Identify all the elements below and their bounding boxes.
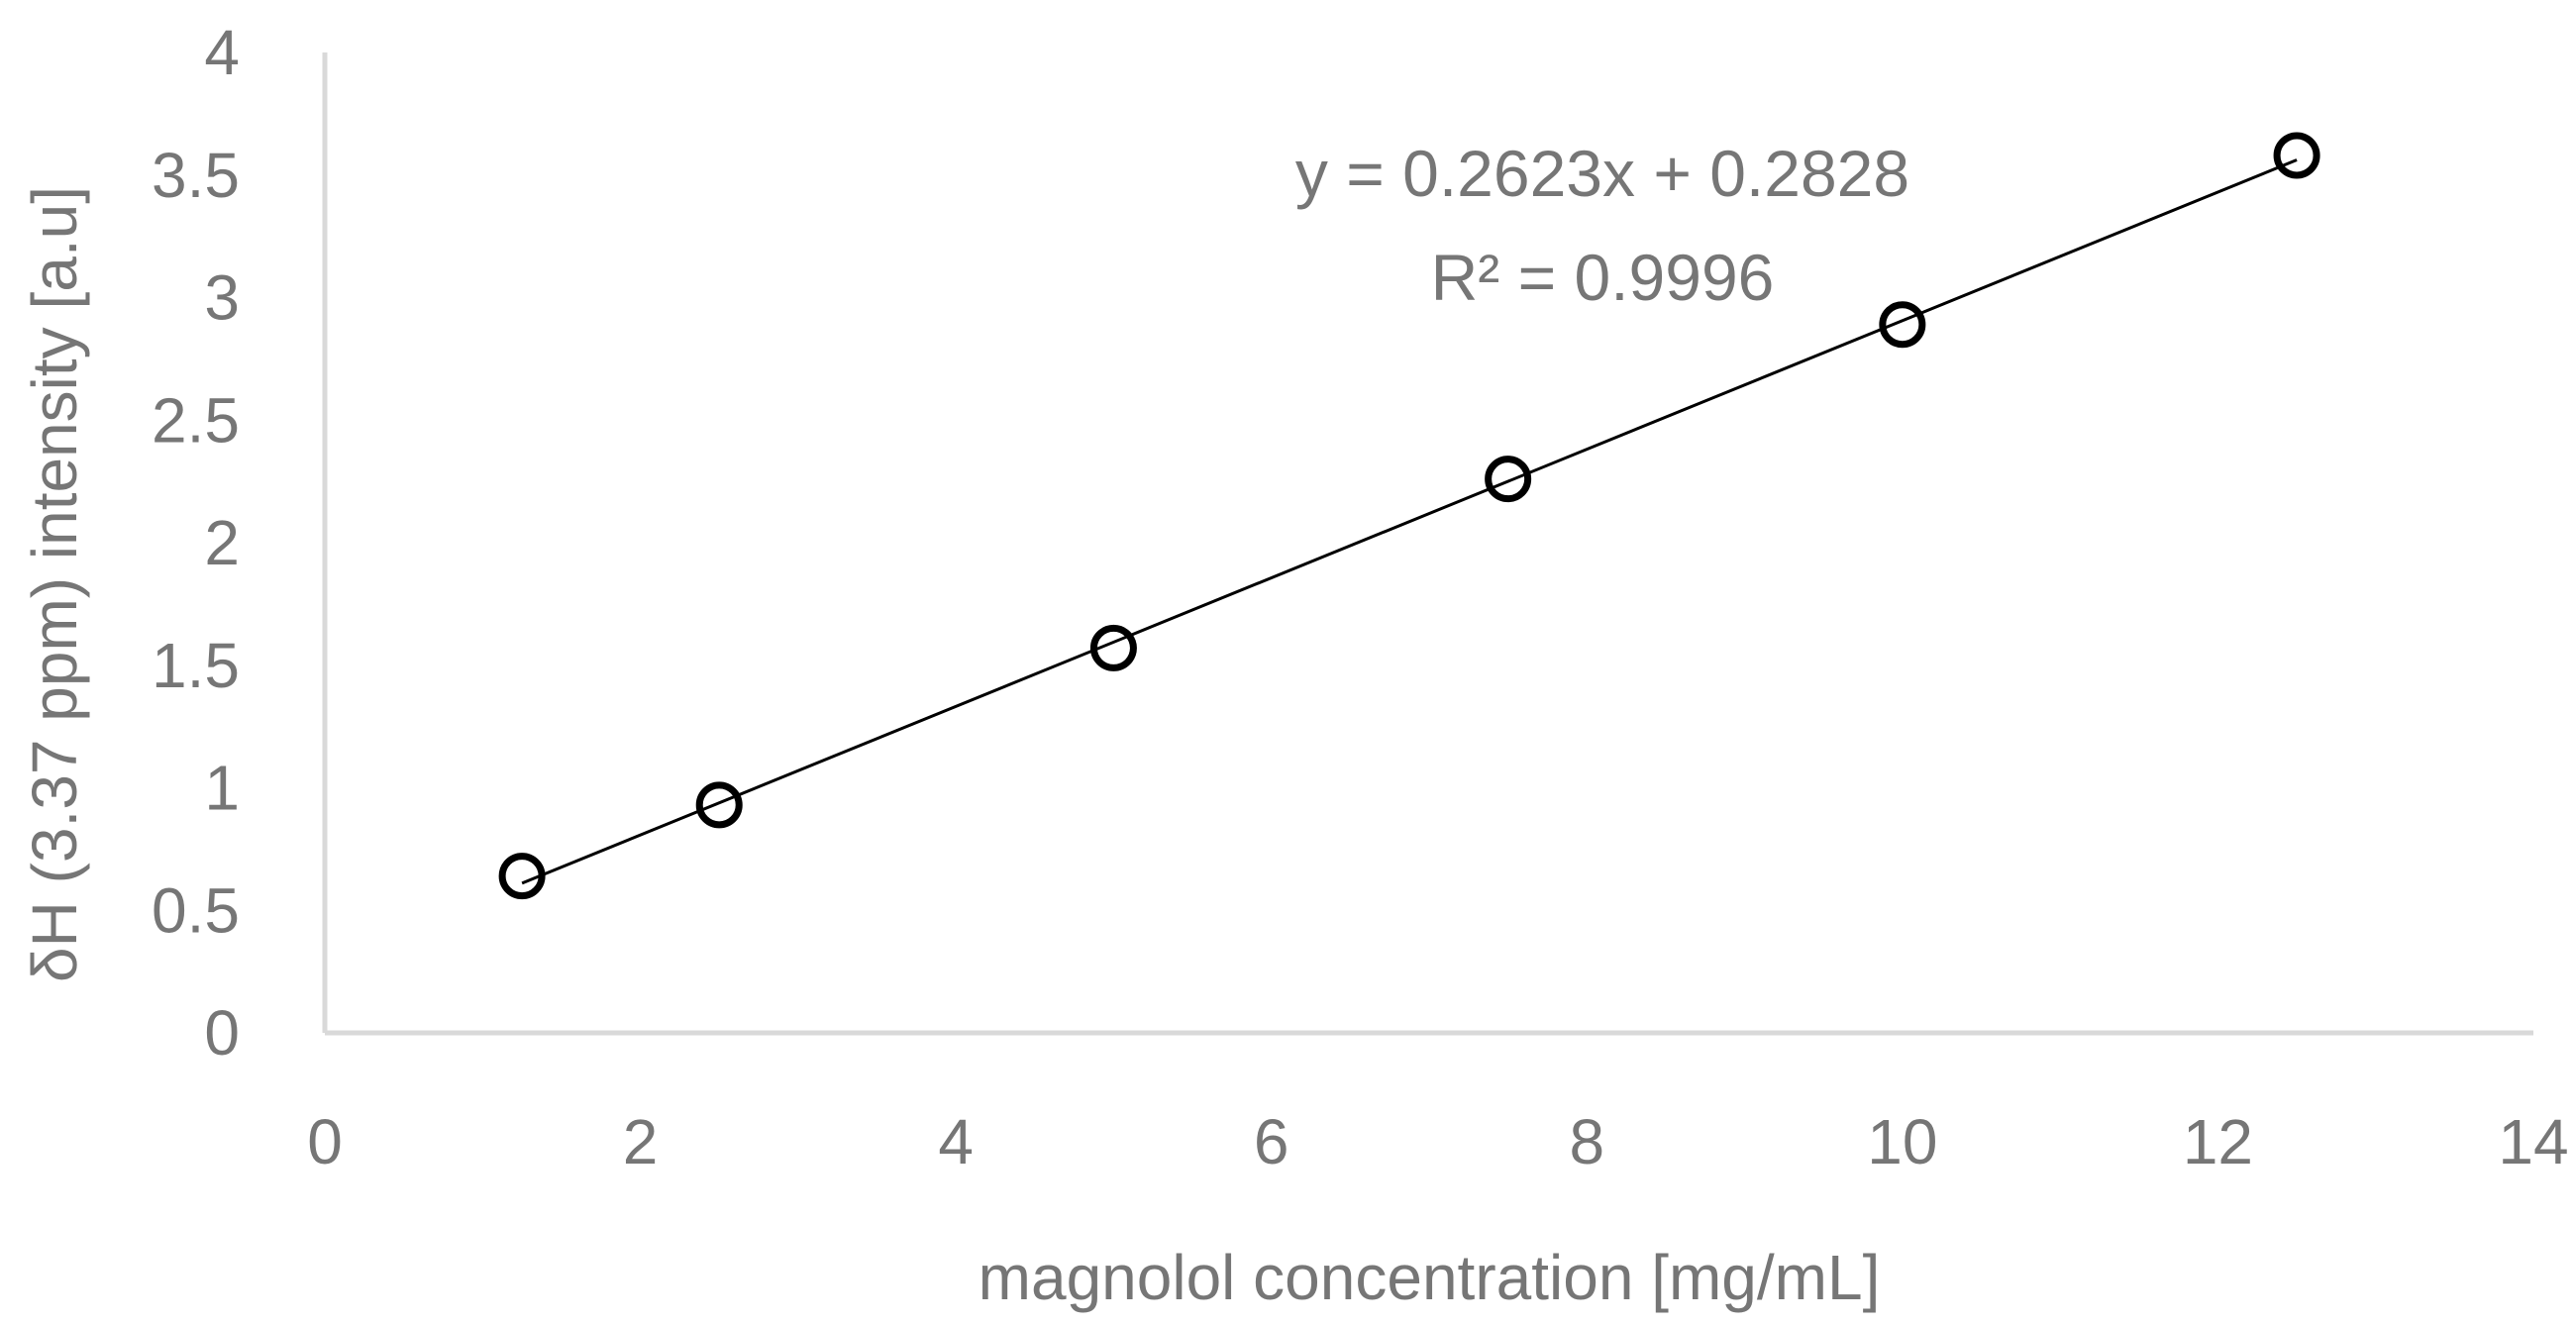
y-tick-label: 2.5: [152, 384, 240, 456]
x-tick-label: 0: [307, 1106, 343, 1177]
y-tick-label: 1: [204, 753, 240, 824]
y-tick-label: 2: [204, 507, 240, 578]
x-tick-label: 6: [1254, 1106, 1289, 1177]
y-tick-label: 0: [204, 997, 240, 1069]
x-tick-label: 12: [2183, 1106, 2253, 1177]
data-point: [498, 853, 546, 900]
x-tick-label: 10: [1867, 1106, 1937, 1177]
x-tick-label: 2: [623, 1106, 659, 1177]
x-tick-label: 4: [938, 1106, 974, 1177]
y-tick-label: 0.5: [152, 874, 240, 946]
data-point: [1485, 456, 1532, 503]
y-tick-labels: 0 0.5 1 1.5 2 2.5 3 3.5 4: [152, 17, 240, 1069]
trendline: [521, 158, 2298, 885]
r-squared-label: R² = 0.9996: [1431, 241, 1775, 314]
data-point: [2273, 132, 2320, 179]
y-axis-title: δH (3.37 ppm) intensity [a.u]: [19, 186, 90, 982]
data-points: [498, 132, 2320, 900]
x-axis-title: magnolol concentration [mg/mL]: [979, 1242, 1881, 1313]
x-tick-labels: 0 2 4 6 8 10 12 14: [307, 1106, 2568, 1177]
y-tick-label: 4: [204, 17, 240, 88]
trendline-equation: y = 0.2623x + 0.2828: [1295, 137, 1909, 210]
data-point: [1879, 301, 1926, 349]
data-point: [695, 781, 743, 829]
y-tick-label: 1.5: [152, 630, 240, 701]
y-tick-label: 3.5: [152, 140, 240, 211]
y-tick-label: 3: [204, 262, 240, 334]
x-tick-label: 14: [2498, 1106, 2568, 1177]
x-tick-label: 8: [1569, 1106, 1604, 1177]
data-point: [1089, 624, 1137, 671]
plot-area: 0 0.5 1 1.5 2 2.5 3 3.5 4 0 2 4 6 8 10 12 14: [152, 17, 2569, 1177]
